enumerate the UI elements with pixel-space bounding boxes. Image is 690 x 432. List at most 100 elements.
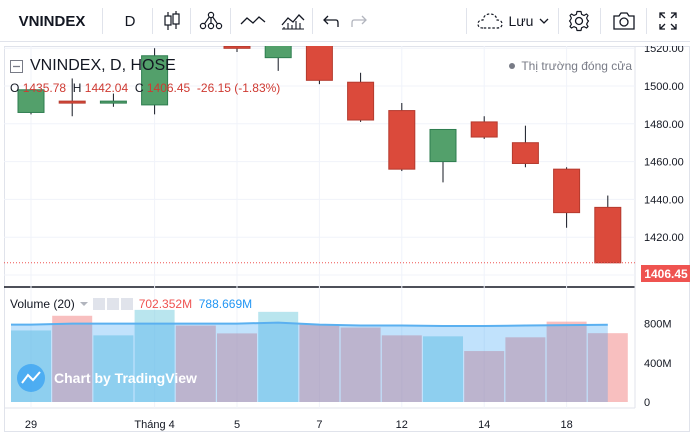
toolbar-divider [466, 8, 467, 34]
open-label: O [10, 81, 20, 95]
candle-body [594, 206, 622, 264]
candle-body [264, 46, 292, 59]
save-button[interactable]: Lưu [470, 0, 556, 42]
volume-value: 702.352M [138, 297, 193, 311]
axes: 1400.001420.001440.001460.001480.001500.… [4, 46, 684, 431]
candle [99, 93, 127, 107]
close-label: C [134, 81, 144, 95]
fullscreen-icon [659, 12, 677, 30]
candles-icon [164, 11, 180, 30]
symbol-label: VNINDEX [18, 12, 86, 30]
candle-body [305, 46, 333, 81]
volume-legend: Volume (20) 702.352M 788.669M [10, 297, 252, 311]
toolbar-divider [646, 8, 647, 34]
compare-icon [240, 16, 266, 25]
chart-container: 1400.001420.001440.001460.001480.001500.… [4, 46, 690, 432]
candle [223, 46, 251, 52]
price-tick-label: 1480.00 [644, 119, 684, 131]
collapse-icon[interactable] [10, 59, 23, 73]
volume-tick-label: 400M [644, 358, 672, 370]
volume-bar [217, 333, 257, 402]
chart-style-button[interactable] [156, 0, 188, 42]
volume-bar [423, 336, 463, 402]
settings-icon[interactable] [106, 298, 119, 310]
snapshot-button[interactable] [606, 0, 642, 42]
last-price-label: 1406.45 [641, 265, 690, 282]
top-toolbar: VNINDEX D [0, 0, 690, 42]
toolbar-divider [600, 8, 601, 34]
volume-title[interactable]: Volume (20) [10, 297, 75, 311]
candle [553, 167, 581, 228]
close-value: 1406.45 [146, 81, 191, 95]
candle [429, 128, 457, 183]
candle-body [17, 89, 45, 113]
legend-title: VNINDEX, D, HOSE [30, 57, 176, 74]
candle [264, 46, 292, 71]
chart-canvas[interactable]: 1400.001420.001440.001460.001480.001500.… [4, 46, 690, 432]
interval-button[interactable]: D [112, 0, 148, 42]
indicators-button[interactable] [194, 0, 228, 42]
high-value: 1442.04 [84, 81, 129, 95]
volume-bar [93, 335, 134, 402]
candle-body [223, 46, 251, 49]
toolbar-divider [558, 8, 559, 34]
time-tick-label: 5 [234, 419, 240, 431]
symbol-search-button[interactable]: VNINDEX [6, 0, 98, 42]
close-icon[interactable] [120, 298, 133, 310]
compare-button[interactable] [236, 0, 270, 42]
volume-bar [52, 315, 93, 402]
volume-bar [175, 325, 216, 402]
market-status: Thị trường đóng cửa [509, 59, 632, 73]
market-status-text: Thị trường đóng cửa [521, 59, 632, 73]
tradingview-logo-text: Chart by TradingView [54, 370, 197, 386]
volume-pane [11, 309, 628, 402]
chevron-down-icon [540, 18, 549, 24]
candle-body [470, 121, 498, 138]
status-dot-icon [509, 63, 516, 69]
time-tick-label: Tháng 4 [134, 419, 174, 431]
open-value: 1435.78 [22, 81, 67, 95]
candle-body [99, 100, 127, 104]
price-tick-label: 1500.00 [644, 81, 684, 93]
candle [141, 48, 169, 115]
candle [17, 89, 45, 115]
price-tick-label: 1460.00 [644, 157, 684, 169]
interval-label: D [124, 12, 136, 30]
time-tick-label: 7 [316, 419, 322, 431]
fullscreen-button[interactable] [650, 0, 686, 42]
tradingview-logo[interactable]: Chart by TradingView [16, 359, 212, 397]
volume-tick-label: 0 [644, 397, 650, 409]
candle [58, 78, 86, 117]
candle-body [429, 128, 457, 163]
volume-ma-line [11, 321, 608, 328]
candle-body [58, 100, 86, 104]
time-tick-label: 12 [396, 419, 408, 431]
camera-icon [613, 12, 635, 30]
time-tick-label: 18 [560, 419, 572, 431]
redo-button[interactable] [346, 0, 374, 42]
candle [594, 195, 622, 264]
candle [347, 72, 375, 122]
toolbar-divider [312, 8, 313, 34]
undo-icon [323, 15, 339, 27]
price-tick-label: 1440.00 [644, 194, 684, 206]
time-tick-label: 14 [478, 419, 490, 431]
save-label: Lưu [508, 13, 534, 29]
templates-button[interactable] [276, 0, 310, 42]
volume-ma-area [11, 322, 608, 402]
volume-bar [381, 335, 422, 402]
volume-bar [299, 324, 340, 402]
volume-tick-label: 800M [644, 319, 672, 331]
undo-button[interactable] [316, 0, 344, 42]
settings-button[interactable] [562, 0, 596, 42]
volume-bar [546, 321, 587, 402]
eye-icon[interactable] [92, 298, 105, 310]
price-tick-label: 1520.00 [644, 46, 684, 55]
chevron-down-icon[interactable] [79, 300, 89, 308]
toolbar-divider [230, 8, 231, 34]
candle-body [388, 110, 416, 170]
candle-body [553, 168, 581, 214]
candle [511, 125, 539, 168]
candle [388, 103, 416, 172]
settings-icon [568, 10, 590, 32]
